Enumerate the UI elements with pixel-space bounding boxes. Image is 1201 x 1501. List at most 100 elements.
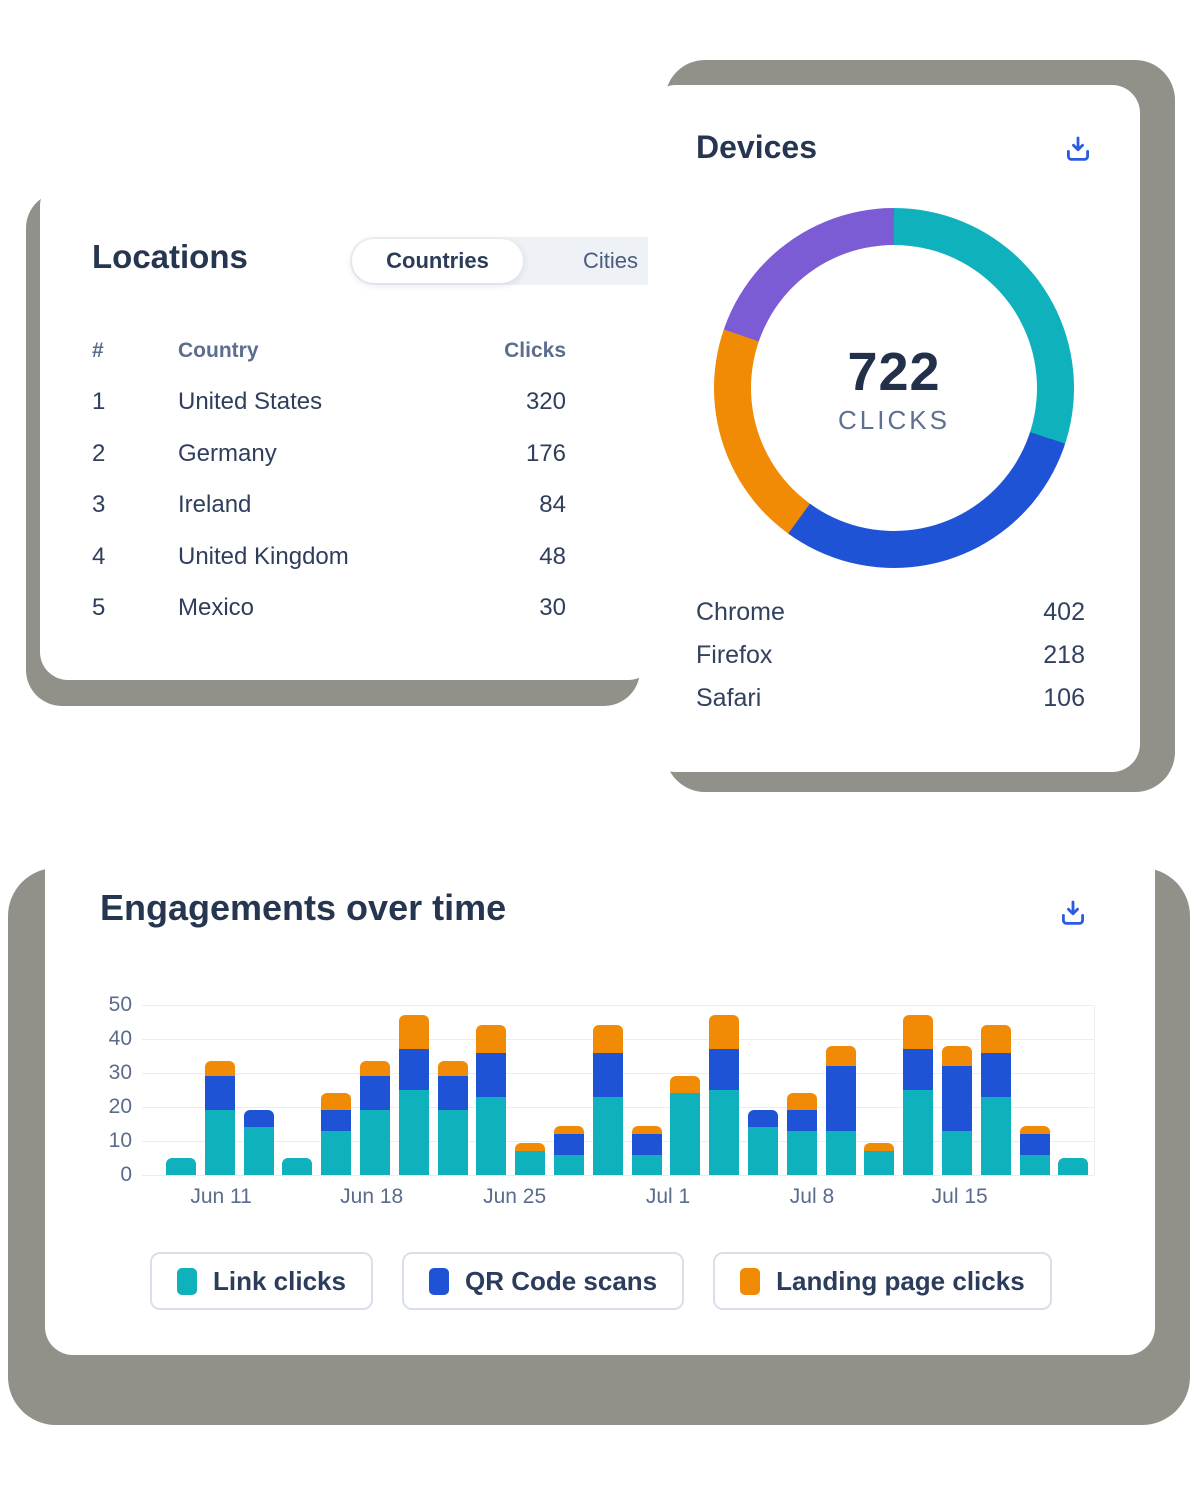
bar-segment-landing-page-clicks [398,1015,429,1050]
bar-segment-qr-code-scans [631,1134,662,1155]
bar-segment-qr-code-scans [941,1066,972,1131]
locations-table-header: # Country Clicks [92,325,566,377]
bar-stack [864,1142,895,1175]
locations-tab-bar: Countries Cities [350,237,656,285]
x-axis-label: Jul 1 [645,1185,691,1208]
bar-segment-landing-page-clicks [941,1045,972,1067]
bar-segment-link-clicks [980,1096,1011,1175]
bar-segment-link-clicks [631,1154,662,1175]
engagements-title: Engagements over time [100,887,507,928]
bar-stack [709,1015,740,1175]
row-clicks: 30 [539,594,566,622]
bar-segment-landing-page-clicks [1019,1125,1050,1135]
devices-donut-chart: 722 CLICKS [714,208,1074,568]
bar-segment-qr-code-scans [321,1110,352,1131]
bar-stack [166,1158,196,1175]
download-button[interactable] [1062,133,1094,165]
bar-segment-landing-page-clicks [204,1061,235,1077]
download-icon [1062,136,1094,168]
bar-segment-link-clicks [786,1130,817,1175]
legend-item-qr-code-scans[interactable]: QR Code scans [401,1252,685,1310]
bar-segment-link-clicks [747,1127,778,1175]
bar-stack [437,1061,468,1175]
download-button[interactable] [1057,897,1089,929]
bar-segment-qr-code-scans [980,1052,1011,1097]
bar-segment-landing-page-clicks [980,1025,1011,1053]
row-country: United States [178,388,323,416]
device-value: 218 [1043,641,1085,669]
x-axis-label: Jun 25 [483,1185,547,1208]
x-axis-label: Jun 11 [190,1185,252,1208]
engagements-bar-chart: 0 10 20 30 40 50 Jun 11 Jun 18 Jun 25 Jul 1 Jul 8… [109,993,1095,1208]
bar-segment-qr-code-scans [553,1134,584,1155]
table-row: 4 United Kingdom 48 [92,531,566,583]
bar-segment-qr-code-scans [476,1052,507,1097]
y-axis-label: 30 [108,1061,132,1084]
bar-stack [1019,1125,1050,1175]
x-axis-label: Jun 18 [340,1185,404,1208]
gridline [142,1175,1094,1176]
bar-stack [903,1015,934,1175]
bar-segment-landing-page-clicks [903,1015,934,1050]
bar-segment-landing-page-clicks [437,1061,468,1077]
locations-card: Locations Countries Cities # Country Clic… [40,178,656,680]
donut-center: 722 CLICKS [751,245,1037,531]
legend-item-link-clicks[interactable]: Link clicks [150,1252,373,1310]
row-country: Germany [178,439,277,467]
tab-countries[interactable]: Countries [352,239,523,283]
bar-stack [592,1025,623,1175]
bar-segment-landing-page-clicks [592,1025,623,1053]
bar-segment-landing-page-clicks [359,1061,390,1077]
bar-segment-link-clicks [1058,1158,1089,1175]
row-rank: 4 [92,542,106,570]
device-label: Firefox [696,641,773,669]
row-rank: 3 [92,491,106,519]
bar-segment-qr-code-scans [243,1110,274,1128]
gridline [142,1005,1094,1006]
bar-segment-qr-code-scans [592,1052,623,1097]
column-header-clicks: Clicks [504,338,566,362]
bar-segment-link-clicks [166,1158,196,1175]
donut-center-value: 722 [847,341,941,402]
device-label: Chrome [696,598,785,626]
bar-segment-link-clicks [204,1110,235,1175]
bar-segment-qr-code-scans [747,1110,778,1128]
y-axis-label: 10 [108,1129,132,1152]
engagements-legend: Link clicks QR Code scans Landing page cli… [150,1252,1052,1310]
bar-stack [282,1158,313,1175]
bar-segment-landing-page-clicks [553,1125,584,1135]
download-icon [1057,900,1089,932]
legend-color-chip [740,1267,761,1295]
bar-stack [515,1142,546,1175]
bar-segment-link-clicks [243,1127,274,1175]
bar-segment-link-clicks [1019,1154,1050,1175]
row-rank: 5 [92,594,106,622]
row-clicks: 320 [525,388,566,416]
row-country: United Kingdom [178,542,349,570]
legend-item-label: QR Code scans [464,1265,658,1296]
locations-title: Locations [92,238,248,275]
y-axis-label: 20 [108,1095,132,1118]
table-row: 2 Germany 176 [92,428,566,480]
y-axis-label: 50 [108,993,132,1016]
table-row: 1 United States 320 [92,377,566,429]
bar-stack [631,1125,662,1175]
bar-segment-link-clicks [670,1093,701,1175]
bar-stack [359,1061,390,1175]
device-label: Safari [696,684,762,712]
bar-segment-landing-page-clicks [864,1142,895,1152]
legend-item-landing-page-clicks[interactable]: Landing page clicks [713,1252,1052,1310]
device-legend-row: Firefox 218 [696,634,1085,677]
legend-color-chip [177,1267,197,1295]
row-rank: 1 [92,388,106,416]
bar-segment-link-clicks [864,1151,895,1175]
bar-segment-link-clicks [515,1151,546,1175]
column-header-country: Country [178,338,259,362]
bar-segment-landing-page-clicks [786,1093,817,1111]
locations-table-body: 1 United States 320 2 Germany 176 3 Ireland 84 4 U… [92,377,566,635]
bar-segment-qr-code-scans [786,1110,817,1131]
device-legend-row: Chrome 402 [696,591,1085,634]
bar-stack [980,1025,1011,1175]
tab-cities[interactable]: Cities [582,248,638,273]
bar-segment-link-clicks [825,1130,856,1175]
